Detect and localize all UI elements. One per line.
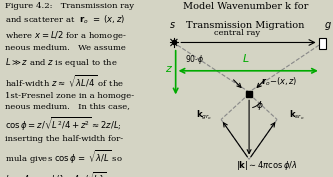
Text: $s$: $s$	[169, 20, 175, 30]
Text: Model Wavenumber k for: Model Wavenumber k for	[183, 2, 308, 11]
Text: $\mathbf{r}_o{-}(x,z)$: $\mathbf{r}_o{-}(x,z)$	[261, 76, 298, 88]
Text: $|\mathbf{k}|{\sim}4\pi\cos\phi/\lambda$: $|\mathbf{k}|{\sim}4\pi\cos\phi/\lambda$	[236, 159, 297, 172]
Bar	[319, 38, 326, 49]
Text: $L$: $L$	[242, 52, 249, 64]
Text: $\phi$: $\phi$	[256, 99, 263, 112]
Text: $\mathbf{k}_{sr_o}$: $\mathbf{k}_{sr_o}$	[289, 109, 304, 122]
Text: $90$-$\phi$: $90$-$\phi$	[185, 53, 204, 66]
Text: Transmission Migration: Transmission Migration	[186, 21, 305, 30]
Text: $z$: $z$	[165, 64, 173, 74]
Text: $g$: $g$	[324, 20, 332, 32]
Text: Figure 4.2:   Transmission ray
and scatterer at  $\mathbf{r}_o\ =\ (x,z)$
where : Figure 4.2: Transmission ray and scatter…	[5, 2, 134, 177]
Text: central ray: central ray	[214, 29, 260, 37]
Text: $\mathbf{k}_{gr_o}$: $\mathbf{k}_{gr_o}$	[195, 109, 212, 122]
